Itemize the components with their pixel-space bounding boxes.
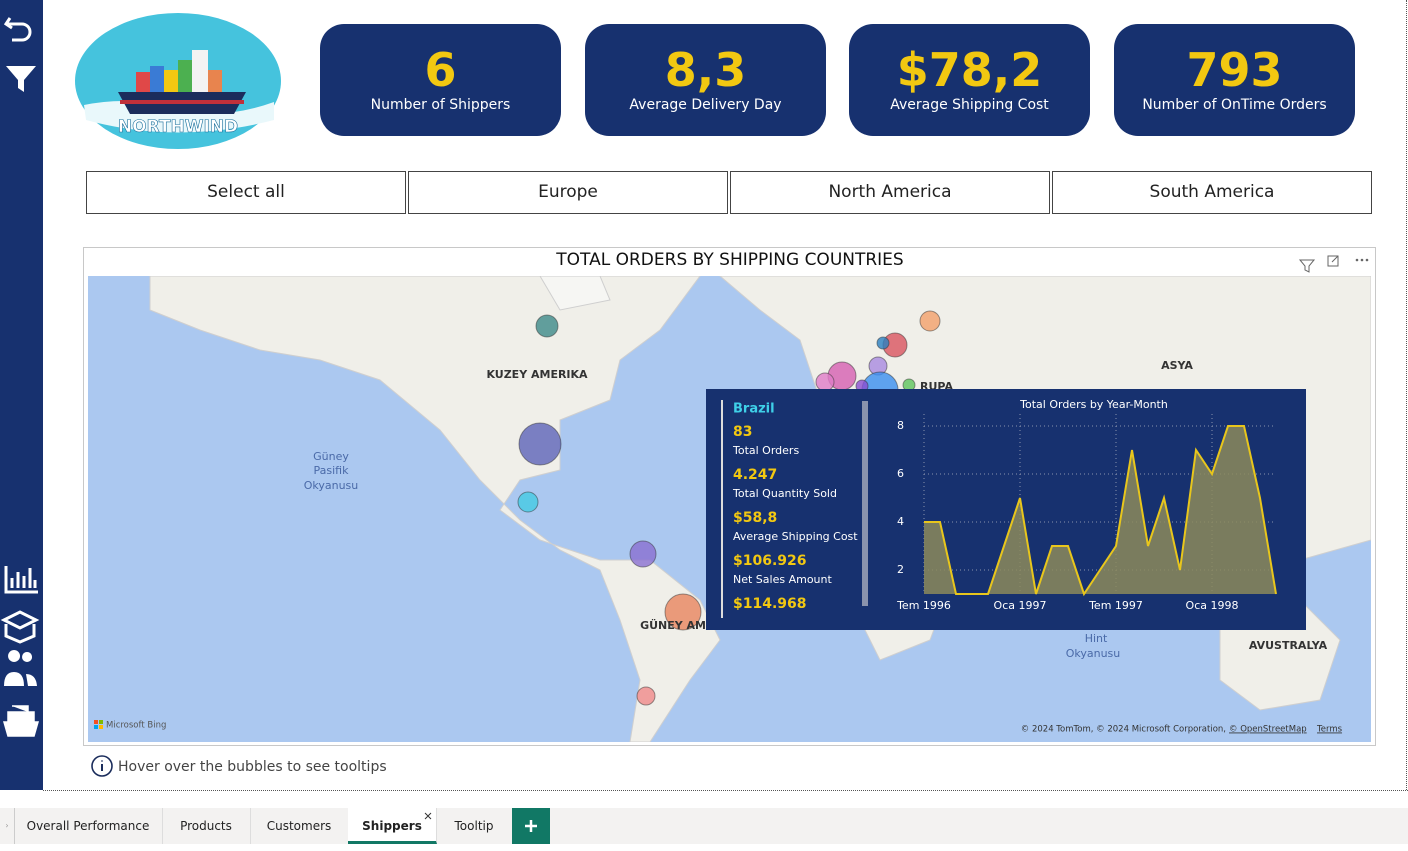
bubble[interactable] <box>629 540 657 568</box>
logo-containers <box>136 50 222 92</box>
bubble[interactable] <box>535 314 559 338</box>
x-tick-label: Tem 1996 <box>896 599 951 612</box>
metric-label: Average Shipping Cost <box>733 530 858 543</box>
slicer-button[interactable]: North America <box>730 171 1050 214</box>
tooltip-country: Brazil <box>733 402 775 417</box>
map-label: ASYA <box>1161 359 1193 372</box>
metric-value: $106.926 <box>733 553 807 569</box>
metric-label: Total Quantity Sold <box>732 487 837 500</box>
scrollbar <box>862 401 868 606</box>
box-icon[interactable] <box>0 610 40 644</box>
line <box>924 425 1277 597</box>
tab-bar <box>0 808 1408 844</box>
page-border <box>43 790 1408 791</box>
kpi-label: Number of Shippers <box>370 97 511 113</box>
map-label: AVUSTRALYA <box>1249 639 1328 652</box>
map-label: Güney <box>313 450 349 463</box>
bubble[interactable] <box>518 422 562 466</box>
bubble[interactable] <box>517 491 539 513</box>
hint-text: Hover over the bubbles to see tooltips <box>118 759 387 775</box>
back-icon[interactable] <box>3 17 32 42</box>
chart-icon[interactable] <box>4 566 38 594</box>
slicer-button[interactable]: Select all <box>86 171 406 214</box>
y-tick-label: 8 <box>897 419 904 432</box>
map-layer: TOTAL ORDERS BY SHIPPING COUNTRIES KUZEY… <box>88 250 1371 742</box>
filter-visual-icon[interactable] <box>1298 259 1316 273</box>
kpi-label: Number of OnTime Orders <box>1142 97 1327 113</box>
slicer-button[interactable]: South America <box>1052 171 1372 214</box>
add-page[interactable] <box>512 808 550 844</box>
map-label: Pasifik <box>314 464 350 477</box>
y-tick-label: 6 <box>897 467 904 480</box>
kpi-card: $78,2 Average Shipping Cost <box>849 24 1090 136</box>
tab[interactable]: Tooltip <box>436 808 513 844</box>
map-label: Hint <box>1085 632 1108 645</box>
focus-icon[interactable] <box>1327 255 1339 267</box>
kpi-value: 6 <box>424 43 457 97</box>
tooltip: Brazil 83 Total Orders 4.247 Total Quantity… <box>706 389 1306 630</box>
metric-value: $58,8 <box>733 510 777 526</box>
kpi-value: 8,3 <box>664 43 747 97</box>
tab[interactable]: Shippers <box>348 808 437 844</box>
ship-icon[interactable] <box>3 705 39 737</box>
area <box>924 426 1276 594</box>
metric-label: Net Sales Amount <box>733 573 832 586</box>
logo: NORTHWIND <box>75 13 281 149</box>
close-x[interactable] <box>424 812 432 820</box>
y-tick-label: 2 <box>897 563 904 576</box>
bubble[interactable] <box>876 336 890 350</box>
kpi-card: 8,3 Average Delivery Day <box>585 24 826 136</box>
bubble[interactable] <box>636 686 656 706</box>
map-label: Okyanusu <box>1066 647 1121 660</box>
hint: Hover over the bubbles to see tooltips <box>91 755 387 777</box>
kpi-card: 6 Number of Shippers <box>320 24 561 136</box>
users-icon[interactable] <box>4 650 37 686</box>
sidebar-icons <box>0 17 40 737</box>
bing-logo <box>94 720 103 729</box>
map-label: GÜNEY AM <box>640 618 706 632</box>
metric-label: Total Orders <box>732 444 799 457</box>
kpi-card: 793 Number of OnTime Orders <box>1114 24 1355 136</box>
kpi-value: 793 <box>1186 43 1283 97</box>
bubble[interactable] <box>664 593 702 631</box>
chart-title: Total Orders by Year-Month <box>1019 398 1168 411</box>
add-page-icon[interactable] <box>525 820 537 832</box>
kpi-value: $78,2 <box>896 43 1043 97</box>
x-tick-label: Tem 1997 <box>1088 599 1143 612</box>
x-tick-label: Oca 1997 <box>994 599 1047 612</box>
tab[interactable]: Customers <box>250 808 349 844</box>
info-icon <box>91 755 113 777</box>
terms-link[interactable]: Terms <box>1316 725 1343 735</box>
bing-text: Microsoft Bing <box>106 721 166 731</box>
more-icon[interactable] <box>1355 258 1369 262</box>
metric-value: 83 <box>733 424 752 440</box>
metric-value: $114.968 <box>733 596 807 612</box>
tab-close-icon[interactable] <box>424 812 432 820</box>
tab[interactable]: Products <box>162 808 251 844</box>
osm-link[interactable]: © OpenStreetMap <box>1229 725 1307 735</box>
slicer-button[interactable]: Europe <box>408 171 728 214</box>
logo-text: NORTHWIND <box>118 117 238 137</box>
bubble[interactable] <box>919 310 941 332</box>
kpi-label: Average Shipping Cost <box>890 97 1049 113</box>
sidebar <box>0 0 43 790</box>
kpi-label: Average Delivery Day <box>629 97 782 113</box>
map-visual <box>83 247 1376 746</box>
x-tick-label: Oca 1998 <box>1186 599 1239 612</box>
attribution: © 2024 TomTom, © 2024 Microsoft Corporat… <box>1021 725 1226 735</box>
tab[interactable]: Overall Performance <box>14 808 163 844</box>
map-label: Okyanusu <box>304 479 359 492</box>
page-border <box>1406 0 1407 790</box>
map-label: KUZEY AMERIKA <box>486 368 588 381</box>
metric-value: 4.247 <box>733 467 777 483</box>
y-tick-label: 4 <box>897 515 904 528</box>
filter-icon[interactable] <box>6 66 36 92</box>
tab-scroll[interactable]: › <box>0 808 15 844</box>
map-title: TOTAL ORDERS BY SHIPPING COUNTRIES <box>555 250 903 270</box>
bubble[interactable] <box>815 372 835 392</box>
